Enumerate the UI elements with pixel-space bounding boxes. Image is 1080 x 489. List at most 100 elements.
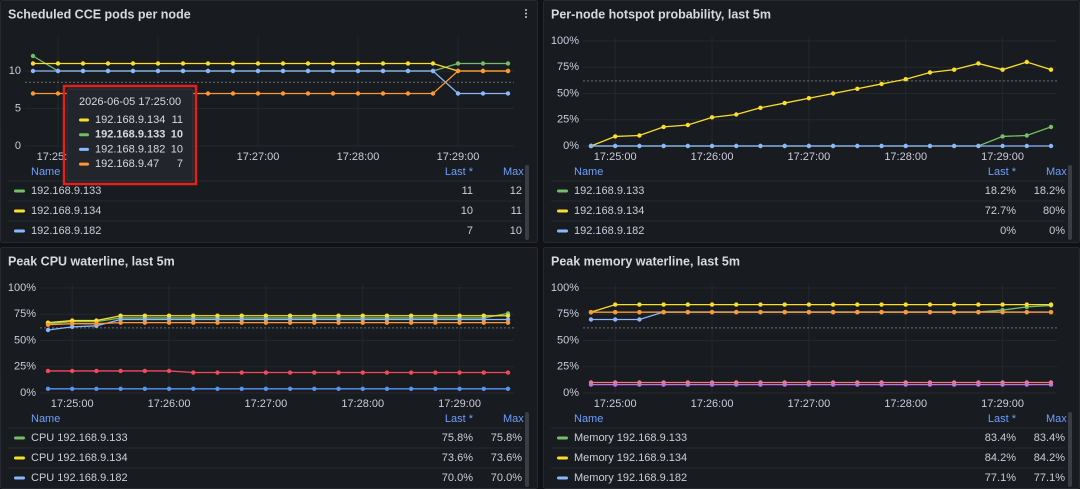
- data-point: [118, 317, 123, 322]
- legend-name[interactable]: CPU 192.168.9.134: [31, 452, 128, 464]
- data-point: [70, 386, 75, 391]
- legend-max: 70.0%: [491, 472, 522, 484]
- data-point: [903, 309, 908, 315]
- legend-name[interactable]: CPU 192.168.9.133: [31, 432, 128, 444]
- menu-dot[interactable]: [525, 16, 527, 18]
- legend-name[interactable]: Memory 192.168.9.134: [574, 452, 687, 464]
- legend-name[interactable]: CPU 192.168.9.182: [31, 472, 128, 484]
- legend-last: 18.2%: [985, 185, 1016, 197]
- legend-header[interactable]: Max: [1046, 413, 1067, 425]
- legend-max: 77.1%: [1034, 472, 1065, 484]
- data-point: [951, 382, 957, 387]
- legend-name[interactable]: Memory 192.168.9.133: [574, 432, 687, 444]
- data-point: [287, 386, 293, 391]
- data-point: [280, 68, 286, 74]
- menu-dot[interactable]: [525, 12, 527, 15]
- data-point: [118, 313, 123, 318]
- tooltip-value: 10: [171, 143, 183, 155]
- legend-name[interactable]: 192.168.9.133: [31, 185, 101, 197]
- data-point: [613, 317, 618, 322]
- data-point: [336, 386, 341, 391]
- data-point: [709, 382, 715, 387]
- data-point: [155, 68, 161, 74]
- legend-name[interactable]: 192.168.9.182: [31, 225, 101, 237]
- legend-header[interactable]: Last *: [445, 166, 474, 178]
- data-point: [355, 61, 361, 66]
- data-point: [215, 317, 220, 322]
- data-point: [976, 309, 981, 315]
- panel-title: Per-node hotspot probability, last 5m: [551, 7, 771, 21]
- y-tick-label: 5: [15, 102, 21, 114]
- data-point: [215, 313, 220, 318]
- data-point: [758, 382, 763, 387]
- data-point: [588, 317, 594, 322]
- data-point: [782, 100, 787, 106]
- data-point: [118, 320, 123, 325]
- data-point: [455, 91, 461, 96]
- data-point: [166, 368, 172, 374]
- legend-header[interactable]: Max: [503, 166, 524, 178]
- data-point: [118, 368, 123, 374]
- x-tick-label: 17:29:00: [438, 398, 481, 410]
- legend-header[interactable]: Max: [1046, 166, 1067, 178]
- legend-max: 73.6%: [491, 452, 522, 464]
- data-point: [758, 143, 763, 149]
- legend-name[interactable]: 192.168.9.134: [574, 205, 644, 217]
- x-tick-label: 17:28:00: [884, 398, 927, 410]
- data-point: [408, 386, 414, 391]
- legend-name[interactable]: Memory 192.168.9.182: [574, 472, 687, 484]
- tooltip-swatch: [79, 147, 89, 151]
- data-point: [130, 61, 136, 66]
- menu-dot[interactable]: [525, 9, 527, 11]
- data-point: [481, 386, 486, 391]
- data-point: [191, 370, 196, 375]
- x-tick-label: 17:27:00: [237, 151, 280, 163]
- data-point: [806, 302, 812, 307]
- y-tick-label: 25%: [557, 361, 579, 373]
- tooltip-value: 10: [171, 129, 183, 141]
- data-point: [879, 302, 884, 307]
- legend-header[interactable]: Max: [503, 413, 524, 425]
- tooltip-name: 192.168.9.133: [95, 129, 165, 141]
- x-tick-label: 17:29:00: [981, 151, 1024, 163]
- legend-header: Name: [31, 166, 60, 178]
- data-point: [255, 68, 261, 74]
- data-point: [1024, 382, 1029, 387]
- data-point: [1048, 124, 1054, 130]
- data-point: [433, 386, 438, 391]
- data-point: [637, 309, 642, 315]
- data-point: [1024, 133, 1029, 138]
- data-point: [360, 317, 365, 322]
- x-tick-label: 17:28:00: [884, 151, 927, 163]
- data-point: [927, 143, 933, 149]
- x-tick-label: 17:26:00: [691, 398, 734, 410]
- data-point: [1000, 67, 1005, 72]
- x-tick-label: 17:28:00: [341, 398, 384, 410]
- data-point: [191, 386, 196, 391]
- legend-header: Name: [574, 166, 603, 178]
- data-point: [637, 382, 642, 387]
- y-tick-label: 100%: [551, 282, 579, 294]
- y-tick-label: 100%: [8, 282, 36, 294]
- legend-header[interactable]: Last *: [988, 413, 1017, 425]
- data-point: [230, 91, 236, 96]
- y-tick-label: 0%: [20, 387, 36, 399]
- data-point: [661, 309, 666, 315]
- legend-header[interactable]: Last *: [445, 413, 474, 425]
- legend-swatch: [557, 456, 568, 460]
- data-point: [155, 61, 161, 66]
- data-point: [758, 302, 763, 307]
- y-tick-label: 100%: [551, 35, 579, 47]
- x-tick-label: 17:25:00: [594, 151, 637, 163]
- data-point: [806, 309, 812, 315]
- series-line: [33, 62, 508, 72]
- data-point: [312, 320, 317, 325]
- data-point: [951, 67, 957, 72]
- legend-header[interactable]: Last *: [988, 166, 1017, 178]
- legend-name[interactable]: 192.168.9.134: [31, 205, 101, 217]
- legend-name[interactable]: 192.168.9.182: [574, 225, 644, 237]
- data-point: [384, 317, 390, 322]
- legend-name[interactable]: 192.168.9.133: [574, 185, 644, 197]
- legend-last: 84.2%: [985, 452, 1016, 464]
